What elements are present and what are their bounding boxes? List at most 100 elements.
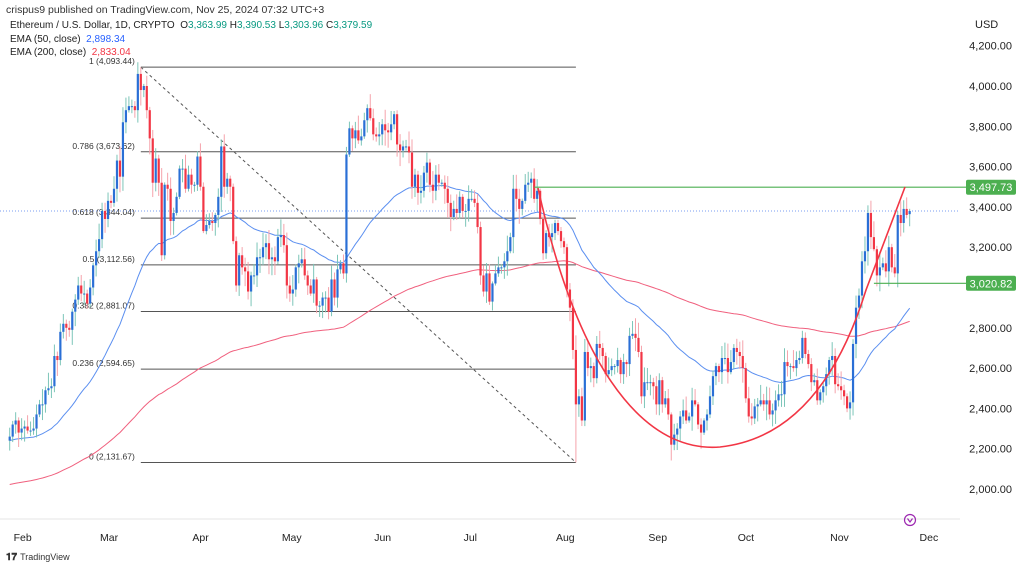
candle: [771, 403, 774, 427]
candle-body: [419, 190, 423, 193]
candle-body: [330, 279, 333, 312]
candle-body: [312, 279, 315, 294]
candle-body: [559, 231, 563, 242]
candle: [497, 256, 500, 277]
fib-trend-line[interactable]: [140, 66, 577, 463]
candle: [65, 319, 68, 341]
time-tick-label: Feb: [14, 532, 32, 544]
horizontal-levels[interactable]: 3,497.73 3,020.82: [534, 179, 1016, 291]
candle-body: [696, 404, 700, 425]
candle: [127, 96, 130, 113]
candle-body: [41, 404, 44, 406]
candle: [184, 154, 187, 193]
candle: [738, 341, 741, 369]
candle: [241, 247, 244, 275]
candle: [214, 212, 217, 236]
candle: [732, 344, 735, 369]
candle-body: [115, 160, 119, 189]
candle: [878, 251, 881, 292]
candle-body: [390, 124, 393, 133]
candle: [440, 179, 443, 187]
candle-body: [860, 261, 864, 296]
candle: [199, 143, 202, 191]
candle-body: [637, 337, 640, 352]
candle-body: [536, 190, 539, 199]
candle: [404, 139, 408, 151]
candle-body: [467, 198, 470, 211]
candle-body: [616, 360, 619, 367]
events-icon[interactable]: [903, 513, 917, 527]
candle-body: [461, 196, 464, 211]
candle-body: [580, 396, 583, 421]
price-tick-label: 2,200.00: [969, 444, 1012, 456]
candle-body: [631, 333, 634, 336]
candle: [38, 399, 41, 418]
candle-body: [506, 251, 509, 262]
candle-body: [288, 285, 291, 294]
candle: [741, 340, 744, 383]
candle-body: [598, 343, 601, 348]
candle-body: [670, 414, 673, 445]
ema50-legend-row[interactable]: EMA (50, close) 2,898.34: [10, 33, 372, 47]
candle: [610, 358, 613, 377]
candle-body: [458, 196, 461, 213]
candle: [172, 207, 175, 235]
fibonacci-retracement[interactable]: 1 (4,093.44) 0.786 (3,673.62) 0.618 (3,344…: [72, 56, 576, 463]
candle: [518, 188, 521, 224]
candle: [619, 357, 622, 384]
candle-body: [649, 382, 652, 384]
time-tick-label: Dec: [920, 532, 939, 544]
price-level-tag-label: 3,020.82: [970, 278, 1013, 290]
candle: [899, 201, 902, 237]
candle: [863, 236, 867, 274]
candle-body: [643, 382, 646, 397]
candle-body: [515, 188, 518, 199]
price-tick-label: 3,400.00: [969, 202, 1012, 214]
cup-pattern-drawing[interactable]: [537, 186, 906, 449]
candle-body: [148, 110, 151, 139]
candle: [315, 276, 318, 314]
candle-body: [321, 297, 324, 306]
price-axis[interactable]: 4,200.00 4,000.00 3,800.00 3,600.00 3,400.00…: [969, 41, 1012, 496]
candle: [124, 97, 128, 134]
candle: [285, 232, 288, 299]
time-axis[interactable]: Feb Mar Apr May Jun Jul Aug Sep Oct Nov Dec: [14, 532, 939, 544]
candle-body: [899, 214, 902, 224]
candle-body: [372, 118, 375, 135]
candle: [559, 226, 563, 248]
candle-body: [661, 380, 664, 405]
candle-body: [193, 184, 196, 186]
candle: [249, 271, 253, 307]
candle: [735, 338, 738, 365]
candle-body: [235, 241, 238, 286]
candle: [792, 350, 795, 372]
candle: [163, 182, 166, 260]
candle: [357, 115, 360, 144]
ema200-legend-row[interactable]: EMA (200, close) 2,833.04: [10, 46, 372, 60]
candle: [136, 62, 139, 123]
candle: [8, 427, 11, 451]
candle-body: [524, 184, 527, 201]
candle: [819, 389, 822, 405]
candle: [691, 387, 694, 431]
candle: [446, 176, 449, 218]
tradingview-logo[interactable]: 𝟏𝟕 TradingView: [6, 552, 70, 563]
candle-body: [705, 414, 709, 421]
candle-body: [71, 311, 74, 330]
ema50-series: [9, 184, 911, 441]
candle: [393, 110, 396, 130]
candle-body: [47, 388, 50, 391]
candle-body: [685, 410, 688, 421]
candle: [634, 318, 637, 352]
candle-body: [273, 257, 277, 262]
candle-body: [103, 210, 107, 219]
candle: [276, 228, 279, 265]
candle: [29, 421, 32, 436]
candle: [247, 261, 250, 300]
candle: [360, 128, 363, 146]
candle-body: [303, 259, 306, 276]
candle: [169, 177, 172, 236]
candle: [762, 393, 765, 411]
candle-body: [163, 184, 166, 256]
